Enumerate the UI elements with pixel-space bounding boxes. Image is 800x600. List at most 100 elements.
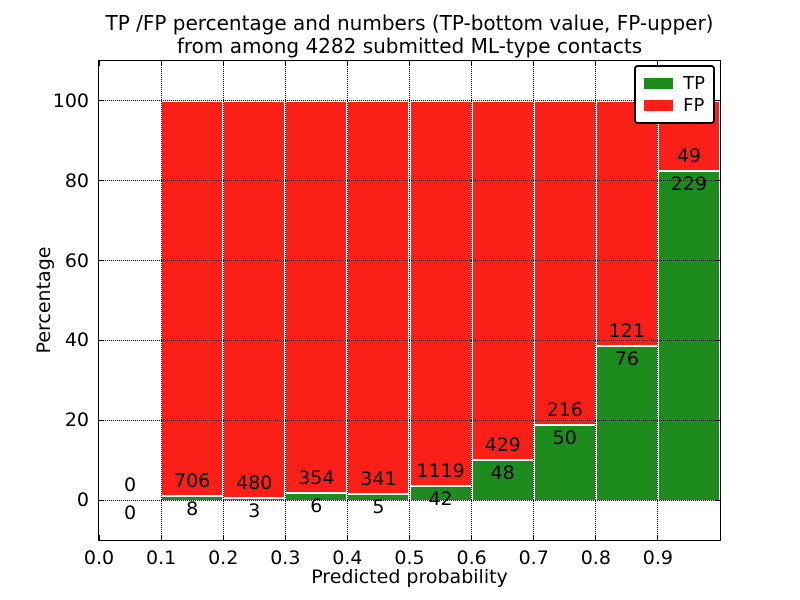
x-tick-label: 0.5: [394, 547, 425, 569]
x-tick-mark: [533, 535, 535, 540]
bar-fp-segment: [533, 100, 596, 426]
y-tick-mark: [99, 499, 104, 501]
fp-count-label: 706: [174, 469, 211, 492]
legend-swatch-fp: [644, 100, 674, 111]
x-tick-mark: [346, 61, 348, 66]
fp-count-label: 341: [360, 468, 397, 491]
y-tick-label: 40: [64, 329, 89, 352]
fp-count-label: 0: [124, 474, 137, 497]
y-tick-label: 80: [64, 169, 89, 192]
x-tick-mark: [222, 535, 224, 540]
gridline-vertical: [160, 61, 162, 540]
bar-tp-segment: [533, 425, 596, 501]
x-tick-label: 0.4: [332, 547, 363, 569]
fp-count-label: 429: [484, 433, 521, 456]
gridline-vertical: [346, 61, 348, 540]
y-tick-label: 0: [76, 489, 89, 512]
y-tick-label: 20: [64, 409, 89, 432]
fp-count-label: 49: [676, 145, 702, 168]
bar-tp-segment: [161, 495, 224, 501]
gridline-vertical: [222, 61, 224, 540]
y-tick-mark: [99, 100, 104, 102]
tp-count-label: 229: [670, 173, 708, 196]
x-tick-mark: [657, 61, 659, 66]
y-tick-mark: [715, 260, 720, 262]
bar-tp-segment: [409, 485, 472, 501]
legend-item-fp: FP: [644, 96, 705, 115]
x-tick-mark: [98, 535, 100, 540]
y-tick-mark: [99, 339, 104, 341]
x-tick-label: 0.0: [83, 547, 115, 569]
y-tick-label: 60: [64, 249, 89, 272]
bar-fp-segment: [409, 100, 472, 486]
fp-count-label: 216: [546, 399, 583, 422]
y-tick-mark: [715, 100, 720, 102]
fp-count-label: 121: [608, 320, 645, 343]
x-tick-mark: [533, 61, 535, 66]
y-tick-mark: [715, 499, 720, 501]
x-tick-mark: [160, 535, 162, 540]
y-tick-mark: [715, 339, 720, 341]
y-tick-mark: [99, 419, 104, 421]
x-tick-mark: [284, 61, 286, 66]
fp-count-label: 480: [236, 471, 273, 494]
bar-tp-segment: [223, 497, 286, 501]
fp-count-label: 1119: [416, 459, 465, 482]
x-tick-mark: [595, 61, 597, 66]
plot-area: TP FP 0 0 706 8 480 3 354 6 341 5 1119 42 429 48 216 50…: [53, 60, 721, 569]
x-tick-mark: [657, 535, 659, 540]
y-tick-mark: [715, 180, 720, 182]
tp-count-label: 0: [124, 502, 137, 525]
x-tick-label: 0.2: [208, 547, 239, 569]
tp-count-label: 6: [310, 495, 323, 518]
y-tick-label: 100: [52, 89, 89, 112]
chart-title: TP /FP percentage and numbers (TP-bottom…: [98, 12, 721, 58]
x-tick-mark: [471, 61, 473, 66]
x-tick-mark: [346, 535, 348, 540]
tp-count-label: 3: [248, 499, 261, 522]
bar-tp-segment: [657, 171, 720, 501]
x-tick-label: 0.1: [145, 547, 177, 569]
x-tick-mark: [98, 61, 100, 66]
x-tick-mark: [160, 61, 162, 66]
bar-fp-segment: [471, 100, 534, 460]
x-tick-label: 0.9: [642, 547, 673, 569]
gridline-vertical: [595, 61, 597, 540]
chart-title-line1: TP /FP percentage and numbers (TP-bottom…: [105, 11, 714, 35]
gridline-vertical: [533, 61, 535, 540]
bar-fp-segment: [347, 100, 410, 495]
x-tick-mark: [284, 535, 286, 540]
chart-title-line2: from among 4282 submitted ML-type contac…: [176, 34, 643, 58]
gridline-vertical: [284, 61, 286, 540]
y-tick-mark: [715, 419, 720, 421]
x-tick-mark: [222, 61, 224, 66]
tp-count-label: 48: [490, 461, 515, 484]
tp-count-label: 50: [552, 427, 577, 450]
bar-fp-segment: [223, 100, 286, 498]
bar-tp-segment: [347, 494, 410, 501]
bar-fp-segment: [595, 100, 658, 347]
gridline-vertical: [657, 61, 659, 540]
bar-tp-segment: [595, 346, 658, 501]
tp-count-label: 5: [372, 496, 385, 519]
legend: TP FP: [634, 65, 715, 124]
bar-tp-segment: [285, 493, 348, 501]
tp-count-label: 76: [614, 348, 639, 371]
x-tick-label: 0.7: [518, 547, 549, 569]
y-tick-mark: [99, 180, 104, 182]
tp-count-label: 8: [186, 497, 199, 520]
legend-label-tp: TP: [683, 73, 705, 94]
x-tick-mark: [409, 61, 410, 66]
x-tick-label: 0.3: [270, 547, 301, 569]
tp-count-label: 42: [428, 487, 453, 510]
gridline-vertical: [409, 61, 410, 540]
x-tick-mark: [471, 535, 473, 540]
bar-fp-segment: [161, 100, 224, 496]
x-tick-mark: [595, 535, 597, 540]
bar-fp-segment: [285, 100, 348, 494]
x-tick-label: 0.6: [456, 547, 487, 569]
legend-label-fp: FP: [683, 95, 705, 116]
legend-item-tp: TP: [644, 74, 705, 93]
legend-swatch-tp: [644, 78, 674, 89]
